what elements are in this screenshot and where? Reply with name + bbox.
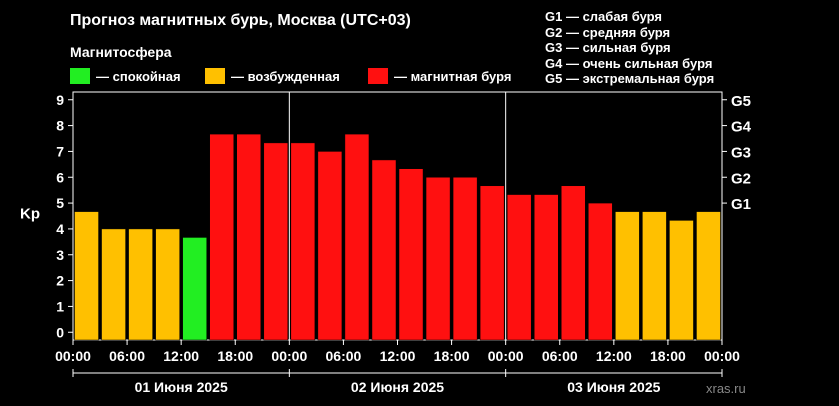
kp-bar — [425, 177, 451, 341]
day-label: 03 Июня 2025 — [567, 379, 660, 395]
kp-bar — [236, 133, 262, 341]
kp-bar — [506, 194, 532, 341]
x-tick-label: 18:00 — [434, 348, 470, 364]
day-label: 02 Июня 2025 — [351, 379, 444, 395]
y-tick-label: 0 — [56, 324, 64, 340]
y-tick-label: 8 — [56, 118, 64, 134]
kp-bar — [74, 211, 99, 341]
x-tick-label: 06:00 — [109, 348, 145, 364]
day-label: 01 Июня 2025 — [135, 379, 228, 395]
g-level-label: G1 — [731, 196, 751, 213]
storm-level-g4: G4 — очень сильная буря — [545, 55, 713, 71]
y-tick-label: 4 — [56, 221, 64, 237]
x-tick-label: 18:00 — [650, 348, 686, 364]
g-level-label: G3 — [731, 144, 751, 161]
y-tick-label: 2 — [56, 273, 64, 289]
y-tick-label: 6 — [56, 169, 64, 185]
g-level-label: G2 — [731, 170, 751, 187]
x-tick-label: 18:00 — [217, 348, 253, 364]
x-tick-label: 06:00 — [326, 348, 362, 364]
kp-bar — [182, 237, 207, 341]
kp-bar — [101, 228, 126, 341]
x-tick-label: 12:00 — [163, 348, 199, 364]
kp-bar — [398, 168, 424, 341]
x-tick-label: 00:00 — [271, 348, 307, 364]
storm-level-g1: G1 — слабая буря — [545, 9, 663, 24]
legend-label-active: — возбужденная — [231, 68, 340, 84]
y-tick-label: 3 — [56, 247, 64, 263]
g-level-label: G4 — [731, 119, 752, 136]
legend-swatch-storm — [368, 68, 388, 84]
legend-label-storm: — магнитная буря — [394, 68, 512, 84]
kp-bar — [479, 185, 505, 341]
legend-title: Магнитосфера — [70, 44, 172, 60]
x-tick-label: 12:00 — [380, 348, 416, 364]
y-tick-label: 1 — [56, 298, 64, 314]
storm-level-list: G1 — слабая буря G2 — средняя буря G3 — … — [545, 9, 714, 87]
credit-label: xras.ru — [706, 381, 746, 396]
kp-bar — [371, 159, 397, 341]
y-tick-label: 9 — [56, 92, 64, 108]
g-level-label: G5 — [731, 93, 751, 110]
kp-bar — [344, 133, 370, 341]
kp-bar — [642, 211, 667, 341]
kp-bar — [128, 228, 153, 341]
kp-bar — [533, 194, 559, 341]
kp-bar — [615, 211, 640, 341]
kp-bar — [290, 142, 316, 341]
legend-swatch-quiet — [70, 68, 90, 84]
kp-bar — [209, 133, 234, 341]
y-tick-label: 5 — [56, 195, 64, 211]
kp-bar — [696, 211, 721, 341]
storm-level-g3: G3 — сильная буря — [545, 40, 671, 55]
kp-bar — [317, 151, 343, 341]
legend-item-storm: — магнитная буря — [368, 68, 511, 84]
x-tick-label: 00:00 — [55, 348, 91, 364]
storm-level-g5: G5 — экстремальная буря — [545, 71, 715, 86]
kp-bar — [561, 185, 586, 341]
legend-item-active: — возбужденная — [205, 68, 340, 84]
x-tick-label: 00:00 — [704, 348, 740, 364]
legend-item-quiet: — спокойная — [70, 68, 181, 84]
kp-bar — [588, 202, 613, 341]
y-axis-label: Kp — [20, 205, 40, 222]
x-tick-label: 12:00 — [596, 348, 632, 364]
chart-title: Прогноз магнитных бурь, Москва (UTC+03) — [70, 12, 411, 29]
storm-level-g2: G2 — средняя буря — [545, 24, 671, 40]
kp-bar — [669, 220, 694, 341]
y-tick-label: 7 — [56, 143, 64, 159]
kp-bar — [263, 142, 289, 341]
x-tick-label: 06:00 — [542, 348, 578, 364]
kp-bar — [452, 177, 478, 341]
kp-bar — [155, 228, 180, 341]
legend-label-quiet: — спокойная — [96, 68, 181, 84]
legend-swatch-active — [205, 68, 225, 84]
x-tick-label: 00:00 — [488, 348, 524, 364]
